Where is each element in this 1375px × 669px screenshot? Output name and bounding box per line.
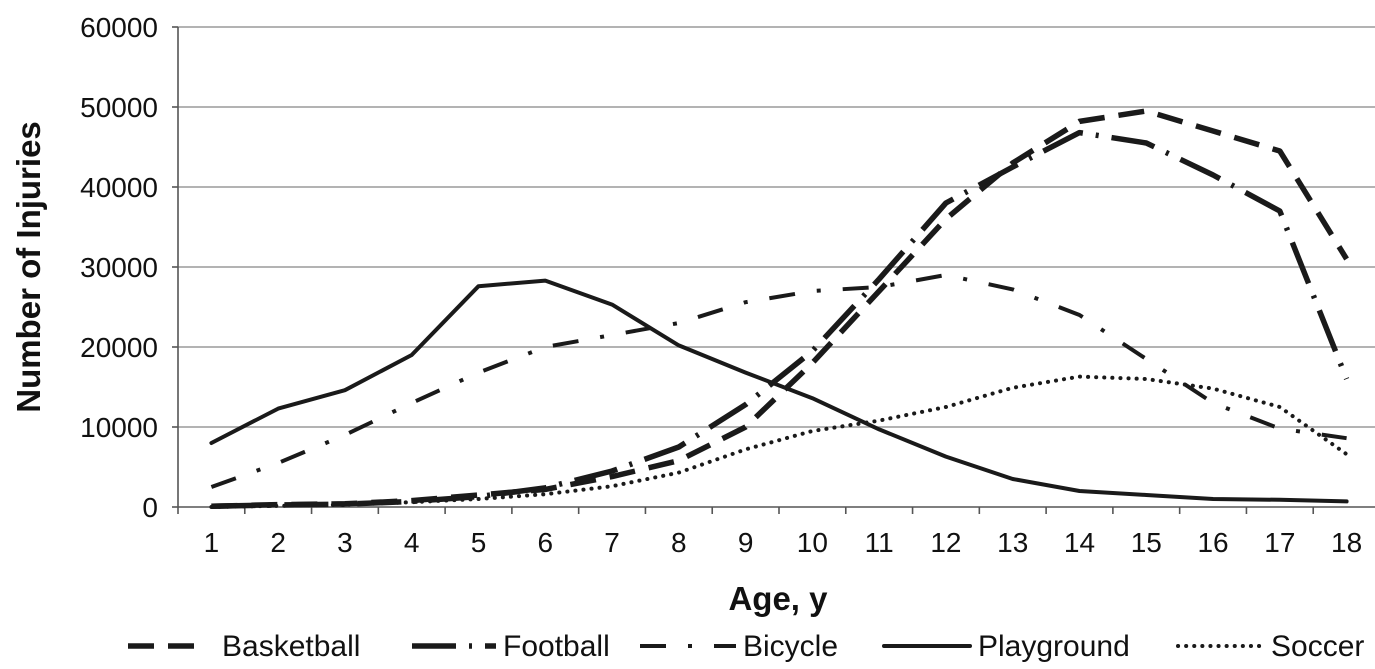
- x-tick-label: 14: [1064, 527, 1095, 558]
- legend: Basketball Football Bicycle Playground Socce…: [128, 630, 1364, 663]
- legend-label-bicycle: Bicycle: [743, 630, 838, 663]
- x-tick-label: 18: [1331, 527, 1362, 558]
- y-axis-ticks: 0 10000 20000 30000 40000 50000 60000: [80, 12, 178, 523]
- x-tick-label: 5: [471, 527, 487, 558]
- series-line-football: [211, 129, 1350, 509]
- x-tick-label: 16: [1197, 527, 1228, 558]
- x-tick-label: 6: [537, 527, 553, 558]
- series-line-basketball: [211, 108, 1349, 509]
- series-line-playground: [209, 278, 1349, 504]
- y-tick-label: 40000: [80, 172, 158, 203]
- legend-label-playground: Playground: [978, 630, 1130, 663]
- x-tick-label: 7: [604, 527, 620, 558]
- x-tick-label: 15: [1131, 527, 1162, 558]
- x-tick-label: 8: [671, 527, 687, 558]
- series-line-bicycle: [210, 273, 1347, 489]
- y-tick-label: 60000: [80, 12, 158, 43]
- x-tick-label: 2: [270, 527, 286, 558]
- x-tick-label: 1: [204, 527, 220, 558]
- x-tick-label: 13: [997, 527, 1028, 558]
- x-axis-title: Age, y: [728, 580, 828, 617]
- legend-label-basketball: Basketball: [222, 630, 360, 663]
- x-tick-label: 17: [1264, 527, 1295, 558]
- x-tick-label: 3: [337, 527, 353, 558]
- legend-label-soccer: Soccer: [1271, 630, 1364, 663]
- x-tick-label: 9: [738, 527, 754, 558]
- y-tick-label: 20000: [80, 332, 158, 363]
- legend-label-football: Football: [503, 630, 610, 663]
- series-lines: [209, 108, 1350, 509]
- y-tick-label: 50000: [80, 92, 158, 123]
- y-axis-title: Number of Injuries: [10, 121, 47, 413]
- y-tick-label: 30000: [80, 252, 158, 283]
- x-tick-label: 11: [865, 527, 894, 558]
- y-tick-label: 10000: [80, 412, 158, 443]
- y-tick-label: 0: [142, 492, 158, 523]
- x-tick-label: 10: [797, 527, 828, 558]
- grid-lines: [178, 26, 1375, 428]
- x-tick-label: 12: [930, 527, 961, 558]
- x-tick-label: 4: [404, 527, 420, 558]
- x-axis: 1 2 3 4 5 6 7 8 9 10 11 12 13 14 15 16 17 18: [177, 27, 1375, 558]
- series-line-soccer: [209, 374, 1349, 509]
